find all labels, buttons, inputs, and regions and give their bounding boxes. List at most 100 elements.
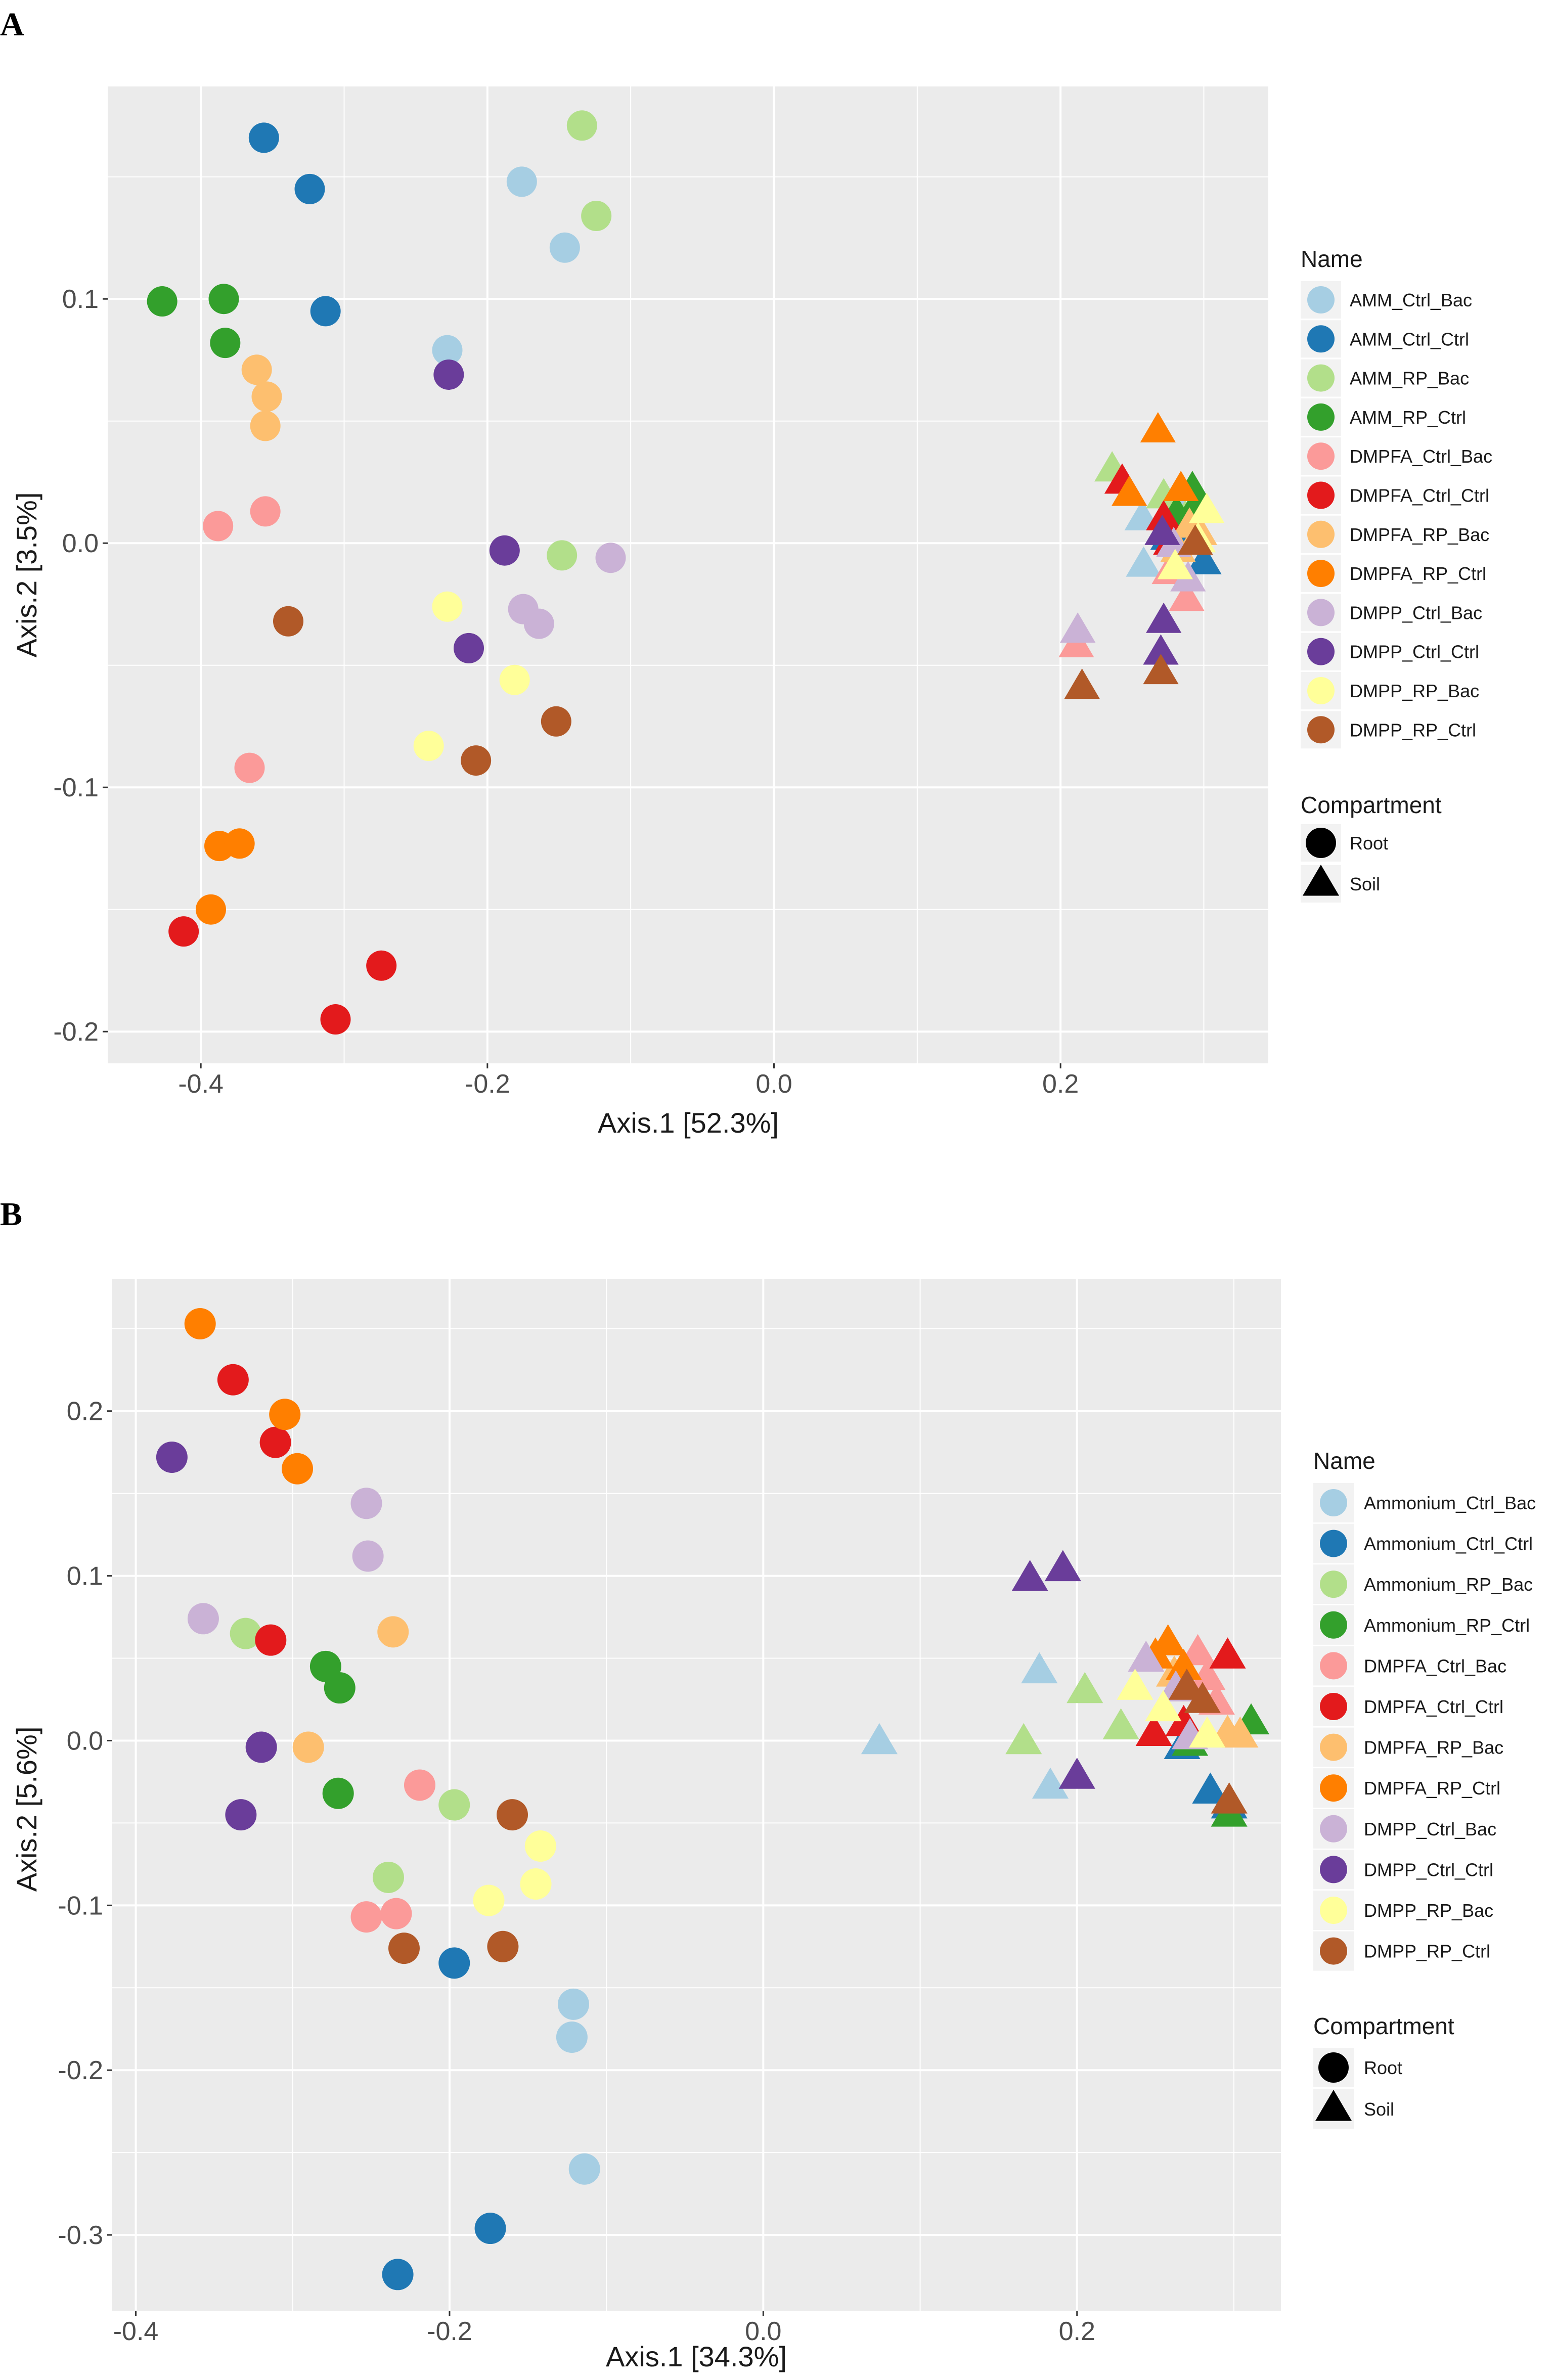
- legend-label-AMM_Ctrl_Bac: AMM_Ctrl_Bac: [1350, 290, 1472, 310]
- legend-swatch-AMM_RP_Bac: [1307, 364, 1335, 392]
- panel-b-points: [156, 1308, 1270, 2291]
- legend-shape-root-icon: [1306, 828, 1336, 858]
- legend-label-DMPFA_Ctrl_Bac: DMPFA_Ctrl_Bac: [1350, 446, 1492, 467]
- legend-shape-soil-icon: [1315, 2090, 1352, 2121]
- point-DMPFA_RP_Ctrl-soil: [1165, 1649, 1202, 1680]
- panel-a-x-tick-label: 0.2: [1042, 1069, 1079, 1099]
- point-DMPP_RP_Bac-root: [473, 1884, 505, 1916]
- point-DMPP_Ctrl_Bac-root: [350, 1488, 382, 1519]
- point-DMPFA_RP_Bac-soil: [1222, 1716, 1259, 1748]
- point-AMM_RP_Ctrl-root: [147, 286, 178, 317]
- point-AMM_RP_Ctrl-root: [208, 284, 239, 315]
- point-AMM_Ctrl_Bac-root: [432, 335, 463, 366]
- panel-b-label: B: [0, 1196, 22, 1233]
- point-DMPFA_Ctrl_Bac-root: [234, 752, 265, 783]
- point-AMM_Ctrl_Ctrl-root: [310, 296, 341, 327]
- point-Ammonium_Ctrl_Bac-soil: [1021, 1652, 1058, 1684]
- panel-a: A -0.4 -0.2 0.0 0.2 -0.2 -0.1 0.0 0.1 Axis.1 […: [0, 6, 1492, 1139]
- panel-b-x-ticks: -0.4 -0.2 0.0 0.2: [113, 2311, 1095, 2346]
- legend-label-DMPP_Ctrl_Bac: DMPP_Ctrl_Bac: [1350, 602, 1482, 623]
- legend-swatch-DMPP_RP_Ctrl: [1320, 1937, 1347, 1965]
- point-DMPP_RP_Ctrl-root: [497, 1799, 528, 1831]
- point-DMPFA_RP_Bac-root: [241, 354, 272, 385]
- point-DMPP_RP_Bac-soil: [1189, 1716, 1226, 1748]
- panel-b-plot-area: [112, 1279, 1281, 2311]
- point-Ammonium_RP_Bac-soil: [1067, 1672, 1103, 1703]
- legend-label-Ammonium_RP_Ctrl: Ammonium_RP_Ctrl: [1364, 1615, 1530, 1636]
- legend-shape-label-root: Root: [1350, 833, 1388, 854]
- point-AMM_Ctrl_Bac-root: [549, 232, 580, 263]
- legend-swatch-DMPFA_Ctrl_Ctrl: [1307, 481, 1335, 509]
- legend-label-DMPFA_RP_Bac: DMPFA_RP_Bac: [1364, 1737, 1503, 1758]
- panel-b-x-tick-label: -0.2: [427, 2317, 472, 2346]
- point-DMPP_Ctrl_Ctrl-soil: [1144, 514, 1180, 545]
- point-DMPFA_Ctrl_Ctrl-soil: [1135, 1715, 1172, 1746]
- point-Ammonium_Ctrl_Bac-soil: [1032, 1767, 1069, 1799]
- legend-label-Ammonium_Ctrl_Bac: Ammonium_Ctrl_Bac: [1364, 1493, 1536, 1513]
- point-DMPFA_RP_Ctrl-root: [282, 1453, 314, 1485]
- panel-a-legend-title-compartment: Compartment: [1301, 792, 1442, 818]
- panel-b-y-tick-label: 0.1: [67, 1562, 103, 1591]
- point-DMPP_Ctrl_Ctrl-root: [433, 359, 464, 390]
- point-Ammonium_RP_Bac-soil: [1005, 1723, 1042, 1755]
- point-DMPP_RP_Bac-root: [413, 731, 444, 761]
- panel-a-label: A: [0, 6, 24, 43]
- panel-b-y-tick-label: 0.2: [67, 1397, 103, 1426]
- legend-label-DMPP_RP_Ctrl: DMPP_RP_Ctrl: [1350, 720, 1476, 740]
- legend-swatch-Ammonium_RP_Ctrl: [1320, 1611, 1347, 1639]
- point-Ammonium_Ctrl_Bac-root: [557, 1988, 589, 2020]
- point-DMPFA_Ctrl_Bac-root: [250, 496, 281, 527]
- point-AMM_Ctrl_Ctrl-soil: [1186, 544, 1222, 574]
- legend-label-DMPP_RP_Bac: DMPP_RP_Bac: [1350, 681, 1479, 701]
- panel-a-plot-area: [108, 86, 1268, 1063]
- point-DMPFA_Ctrl_Ctrl-soil: [1209, 1637, 1246, 1669]
- panel-a-x-ticks: -0.4 -0.2 0.0 0.2: [178, 1063, 1079, 1099]
- point-DMPFA_Ctrl_Ctrl-root: [217, 1364, 249, 1396]
- point-DMPFA_RP_Ctrl-soil: [1163, 470, 1199, 501]
- legend-swatch-DMPP_RP_Bac: [1307, 677, 1335, 704]
- legend-shape-soil-icon: [1302, 865, 1340, 896]
- legend-label-AMM_RP_Bac: AMM_RP_Bac: [1350, 368, 1469, 389]
- point-DMPP_RP_Ctrl-soil: [1143, 654, 1179, 685]
- point-DMPP_RP_Ctrl-root: [388, 1933, 420, 1964]
- point-DMPFA_RP_Ctrl-soil: [1140, 412, 1176, 442]
- point-DMPFA_Ctrl_Bac-soil: [1169, 580, 1205, 611]
- point-AMM_RP_Ctrl-root: [210, 328, 241, 358]
- panel-a-y-tick-label: -0.2: [53, 1017, 99, 1047]
- legend-label-DMPFA_Ctrl_Ctrl: DMPFA_Ctrl_Ctrl: [1364, 1696, 1503, 1717]
- legend-label-DMPFA_RP_Ctrl: DMPFA_RP_Ctrl: [1364, 1778, 1500, 1799]
- legend-swatch-DMPP_Ctrl_Bac: [1320, 1815, 1347, 1843]
- point-DMPP_RP_Bac-soil: [1157, 549, 1193, 579]
- point-DMPFA_RP_Bac-root: [292, 1731, 324, 1763]
- legend-shape-label-root: Root: [1364, 2057, 1402, 2078]
- point-DMPP_Ctrl_Ctrl-root: [454, 633, 484, 663]
- legend-swatch-DMPFA_Ctrl_Bac: [1320, 1652, 1347, 1680]
- point-DMPP_Ctrl_Bac-soil: [1060, 612, 1096, 643]
- legend-label-AMM_Ctrl_Ctrl: AMM_Ctrl_Ctrl: [1350, 329, 1469, 349]
- panel-a-y-axis-title: Axis.2 [3.5%]: [11, 492, 42, 658]
- point-DMPP_RP_Ctrl-soil: [1177, 524, 1213, 555]
- legend-swatch-DMPFA_RP_Bac: [1307, 520, 1335, 548]
- panel-a-y-tick-label: -0.1: [53, 773, 99, 802]
- point-DMPP_RP_Ctrl-root: [273, 606, 303, 637]
- panel-b: B -0.4 -0.2 0.0 0.2 -0.3 -0.2 -0.1 0.0 0.1 0.2 A…: [0, 1196, 1536, 2372]
- panel-b-y-ticks: -0.3 -0.2 -0.1 0.0 0.1 0.2: [58, 1397, 112, 2250]
- panel-a-legend-groups: AMM_Ctrl_Bac AMM_Ctrl_Ctrl AMM_RP_Bac AMM_R…: [1301, 281, 1492, 749]
- panel-a-y-tick-label: 0.1: [62, 285, 99, 314]
- legend-label-DMPFA_RP_Bac: DMPFA_RP_Bac: [1350, 524, 1489, 545]
- panel-a-points: [147, 110, 1225, 1035]
- point-DMPP_Ctrl_Ctrl-soil: [1146, 602, 1182, 633]
- point-Ammonium_Ctrl_Ctrl-root: [438, 1947, 470, 1979]
- legend-swatch-DMPP_Ctrl_Bac: [1307, 599, 1335, 626]
- legend-label-DMPP_Ctrl_Ctrl: DMPP_Ctrl_Ctrl: [1364, 1859, 1493, 1880]
- point-DMPP_Ctrl_Ctrl-root: [245, 1731, 277, 1763]
- point-DMPP_RP_Ctrl-root: [461, 745, 492, 776]
- panel-b-legend-shapes: Root Soil: [1313, 2048, 1402, 2129]
- panel-b-x-tick-label: 0.0: [745, 2317, 781, 2346]
- legend-label-DMPP_Ctrl_Bac: DMPP_Ctrl_Bac: [1364, 1819, 1496, 1839]
- panel-a-y-ticks: -0.2 -0.1 0.0 0.1: [53, 285, 108, 1047]
- legend-label-AMM_RP_Ctrl: AMM_RP_Ctrl: [1350, 407, 1466, 428]
- point-AMM_Ctrl_Bac-soil: [1126, 546, 1162, 577]
- point-AMM_RP_Bac-root: [566, 110, 597, 141]
- panel-b-y-tick-label: -0.1: [58, 1891, 103, 1920]
